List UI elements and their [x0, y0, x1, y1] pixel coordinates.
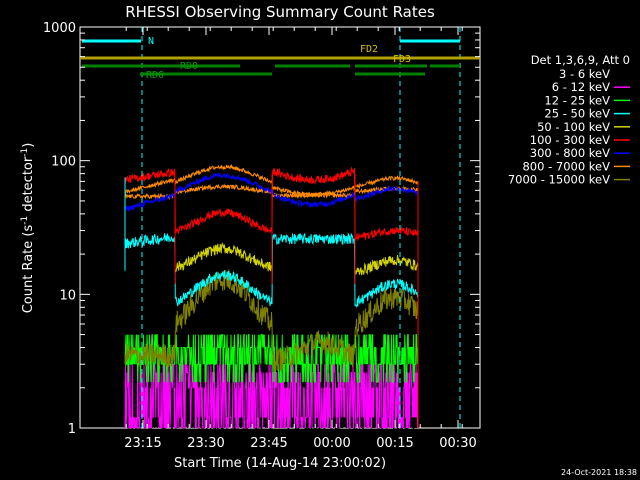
- legend-entry-label: 3 - 6 keV: [559, 67, 610, 81]
- series-dolive-line: [124, 269, 419, 373]
- x-tick-label: 23:30: [187, 436, 224, 451]
- series-cyan-line: [124, 232, 419, 308]
- y-label-sup2: -1: [20, 148, 30, 157]
- timestamp: 24-Oct-2021 18:38: [561, 468, 637, 477]
- annotation-layer: N FD2 FD3 RD0 RD6: [80, 27, 480, 428]
- x-axis-label: Start Time (14-Aug-14 23:00:02): [174, 456, 386, 471]
- series-yellow: [174, 241, 419, 276]
- legend-entry-label: 12 - 25 keV: [544, 93, 610, 107]
- x-tick-label: 23:15: [124, 436, 161, 451]
- y-tick-label: 100: [51, 155, 76, 170]
- legend-entry-label: 7000 - 15000 keV: [508, 173, 610, 187]
- y-label-main: Count Rate (s: [21, 225, 36, 314]
- y-label-mid: detector: [21, 156, 36, 216]
- data-layer: [124, 163, 419, 429]
- x-tick-label: 00:15: [376, 436, 413, 451]
- legend-entry-label: 50 - 100 keV: [537, 120, 610, 134]
- night-label: N: [148, 36, 154, 47]
- x-tick-label: 00:00: [313, 436, 350, 451]
- fd3-label: FD3: [393, 54, 411, 65]
- x-tick-label: 23:45: [250, 436, 287, 451]
- y-label-sup1: -1: [20, 216, 30, 225]
- y-axis-label: Count Rate (s-1 detector-1): [20, 143, 36, 314]
- y-label-end: ): [21, 143, 36, 148]
- y-tick-label: 1: [68, 422, 76, 437]
- legend-entry-label: 300 - 800 keV: [530, 146, 610, 160]
- series-dolive: [124, 269, 419, 373]
- y-tick-label: 10: [59, 288, 76, 303]
- rd6-label: RD6: [146, 70, 164, 81]
- chart-title: RHESSI Observing Summary Count Rates: [125, 3, 435, 21]
- legend-entry-label: 6 - 12 keV: [552, 80, 610, 94]
- legend-entry-label: 800 - 7000 keV: [522, 159, 610, 173]
- x-tick-label: 00:30: [439, 436, 476, 451]
- legend-header: Det 1,3,6,9, Att 0: [531, 53, 630, 67]
- y-tick-label: 1000: [43, 21, 76, 36]
- legend-entry-label: 100 - 300 keV: [530, 133, 610, 147]
- rd0-label: RD0: [180, 61, 198, 72]
- legend-entry-label: 25 - 50 keV: [544, 107, 610, 121]
- series-cyan: [124, 232, 419, 308]
- axes-layer: 23:15 23:30 23:45 00:00 00:15 00:30 1 10 100 1000: [43, 21, 480, 451]
- series-yellow-line: [174, 241, 419, 276]
- fd2-label: FD2: [360, 44, 378, 55]
